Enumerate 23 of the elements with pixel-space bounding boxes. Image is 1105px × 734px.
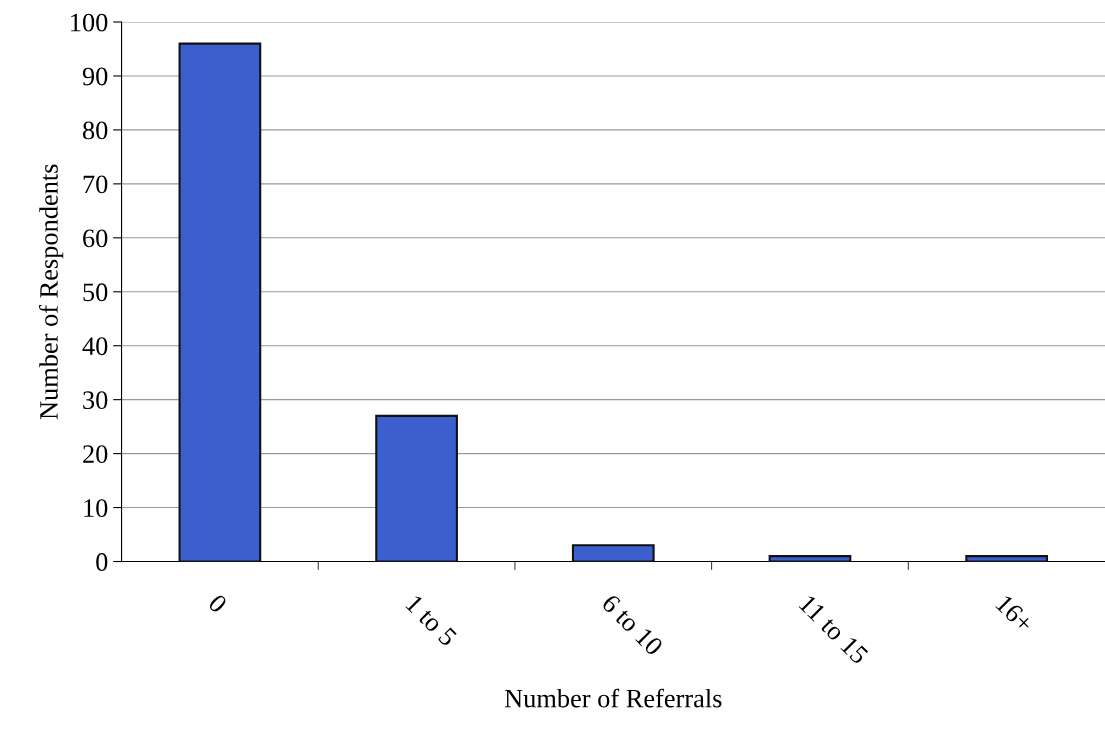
y-tick-label: 90	[82, 67, 108, 86]
y-tick-label: 30	[83, 391, 108, 410]
bar	[375, 414, 458, 562]
x-tick-label: 0	[207, 593, 228, 614]
y-tick-label: 60	[83, 229, 108, 248]
x-tick-label: 16+	[995, 594, 1035, 634]
bar	[965, 555, 1049, 562]
y-tick-label: 0	[96, 553, 108, 571]
x-tick-label: 6 to 10	[600, 593, 664, 657]
y-tick-label: 20	[83, 445, 108, 464]
x-axis-title: Number of Referrals	[504, 688, 722, 708]
bar	[178, 42, 262, 562]
y-tick-label: 100	[71, 13, 108, 32]
bar	[768, 555, 852, 562]
x-tick-label: 11 to 15	[798, 594, 870, 665]
y-tick-label: 70	[83, 175, 108, 194]
y-tick-label: 10	[84, 499, 108, 517]
y-tick-label: 40	[82, 337, 108, 356]
y-tick-label: 80	[82, 121, 108, 140]
bar	[571, 544, 655, 562]
y-axis-title: Number of Respondents	[39, 164, 64, 420]
x-tick-label: 1 to 5	[405, 594, 458, 647]
y-tick-label: 50	[83, 283, 108, 302]
